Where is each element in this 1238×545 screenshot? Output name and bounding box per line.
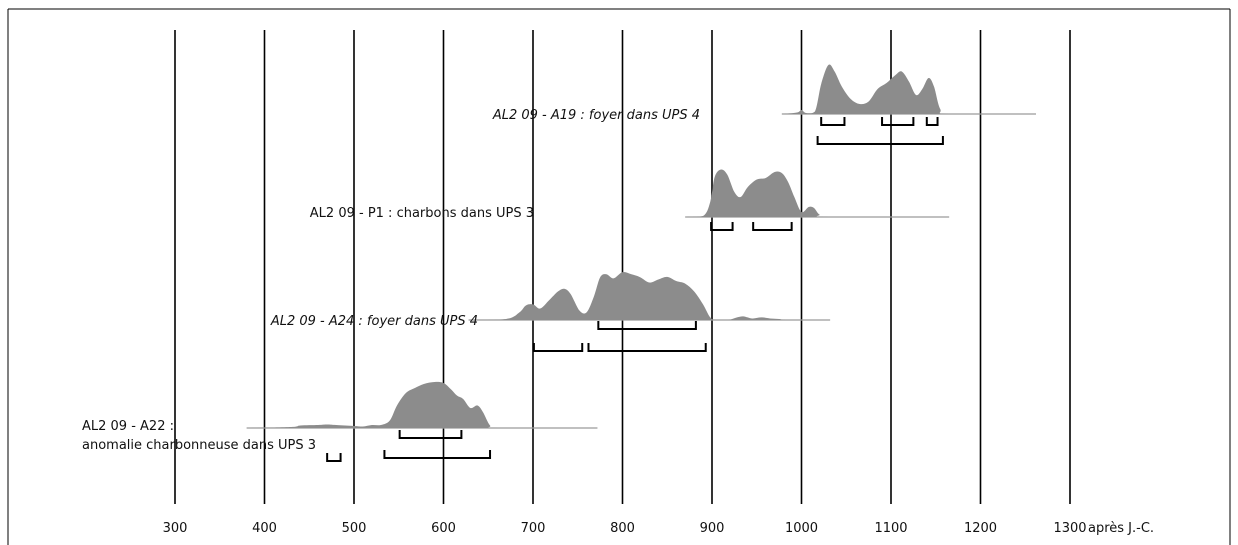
sample-3-label: AL2 09 - A24 : foyer dans UPS 4 — [270, 314, 478, 329]
sample-3-probability-area — [468, 272, 831, 320]
sample-1-range-2sigma-1 — [816, 136, 944, 145]
x-tick-label-1000: 1000 — [785, 521, 818, 536]
sample-2-probability-area — [685, 169, 950, 217]
sample-4-label-line-2: anomalie charbonneuse dans UPS 3 — [82, 438, 316, 453]
x-tick-label-500: 500 — [342, 521, 367, 536]
sample-4-range-2sigma-1 — [383, 450, 492, 459]
sample-1-label: AL2 09 - A19 : foyer dans UPS 4 — [492, 108, 700, 123]
x-tick-label-300: 300 — [163, 521, 188, 536]
sample-3-range-1sigma-1 — [597, 321, 697, 330]
x-axis-unit-label: après J.-C. — [1088, 521, 1154, 536]
sample-2-range-1sigma-1 — [710, 222, 734, 231]
sample-4-range-2sigma-2 — [326, 453, 342, 462]
sample-1-range-1sigma-3 — [925, 117, 939, 126]
sample-1-range-1sigma-2 — [881, 117, 915, 126]
x-tick-label-400: 400 — [252, 521, 277, 536]
sample-3-range-2sigma-1 — [532, 343, 584, 352]
sample-2-label: AL2 09 - P1 : charbons dans UPS 3 — [310, 206, 534, 221]
sample-1-range-1sigma-1 — [820, 117, 846, 126]
x-tick-label-1100: 1100 — [874, 521, 907, 536]
sample-1-probability-area — [781, 64, 1036, 114]
x-tick-label-800: 800 — [610, 521, 635, 536]
x-axis: après J.-C. 300 400 500 600 700 800 900 1000 110… — [163, 521, 1154, 536]
x-tick-label-700: 700 — [521, 521, 546, 536]
x-tick-label-900: 900 — [700, 521, 725, 536]
sample-2-range-1sigma-2 — [752, 222, 793, 231]
sample-labels: AL2 09 - A19 : foyer dans UPS 4 AL2 09 - … — [82, 108, 700, 453]
sample-distributions — [246, 64, 1036, 462]
sample-2 — [685, 169, 950, 231]
sample-4 — [246, 381, 598, 462]
sample-3 — [468, 272, 831, 352]
sample-4-label-line-1: AL2 09 - A22 : — [82, 419, 174, 434]
sample-3-range-2sigma-2 — [587, 343, 707, 352]
x-tick-label-1300: 1300 — [1053, 521, 1086, 536]
sample-1 — [781, 64, 1036, 145]
sample-4-probability-area — [246, 381, 598, 428]
x-tick-label-1200: 1200 — [964, 521, 997, 536]
x-tick-label-600: 600 — [431, 521, 456, 536]
sample-4-range-1sigma-1 — [398, 430, 463, 439]
